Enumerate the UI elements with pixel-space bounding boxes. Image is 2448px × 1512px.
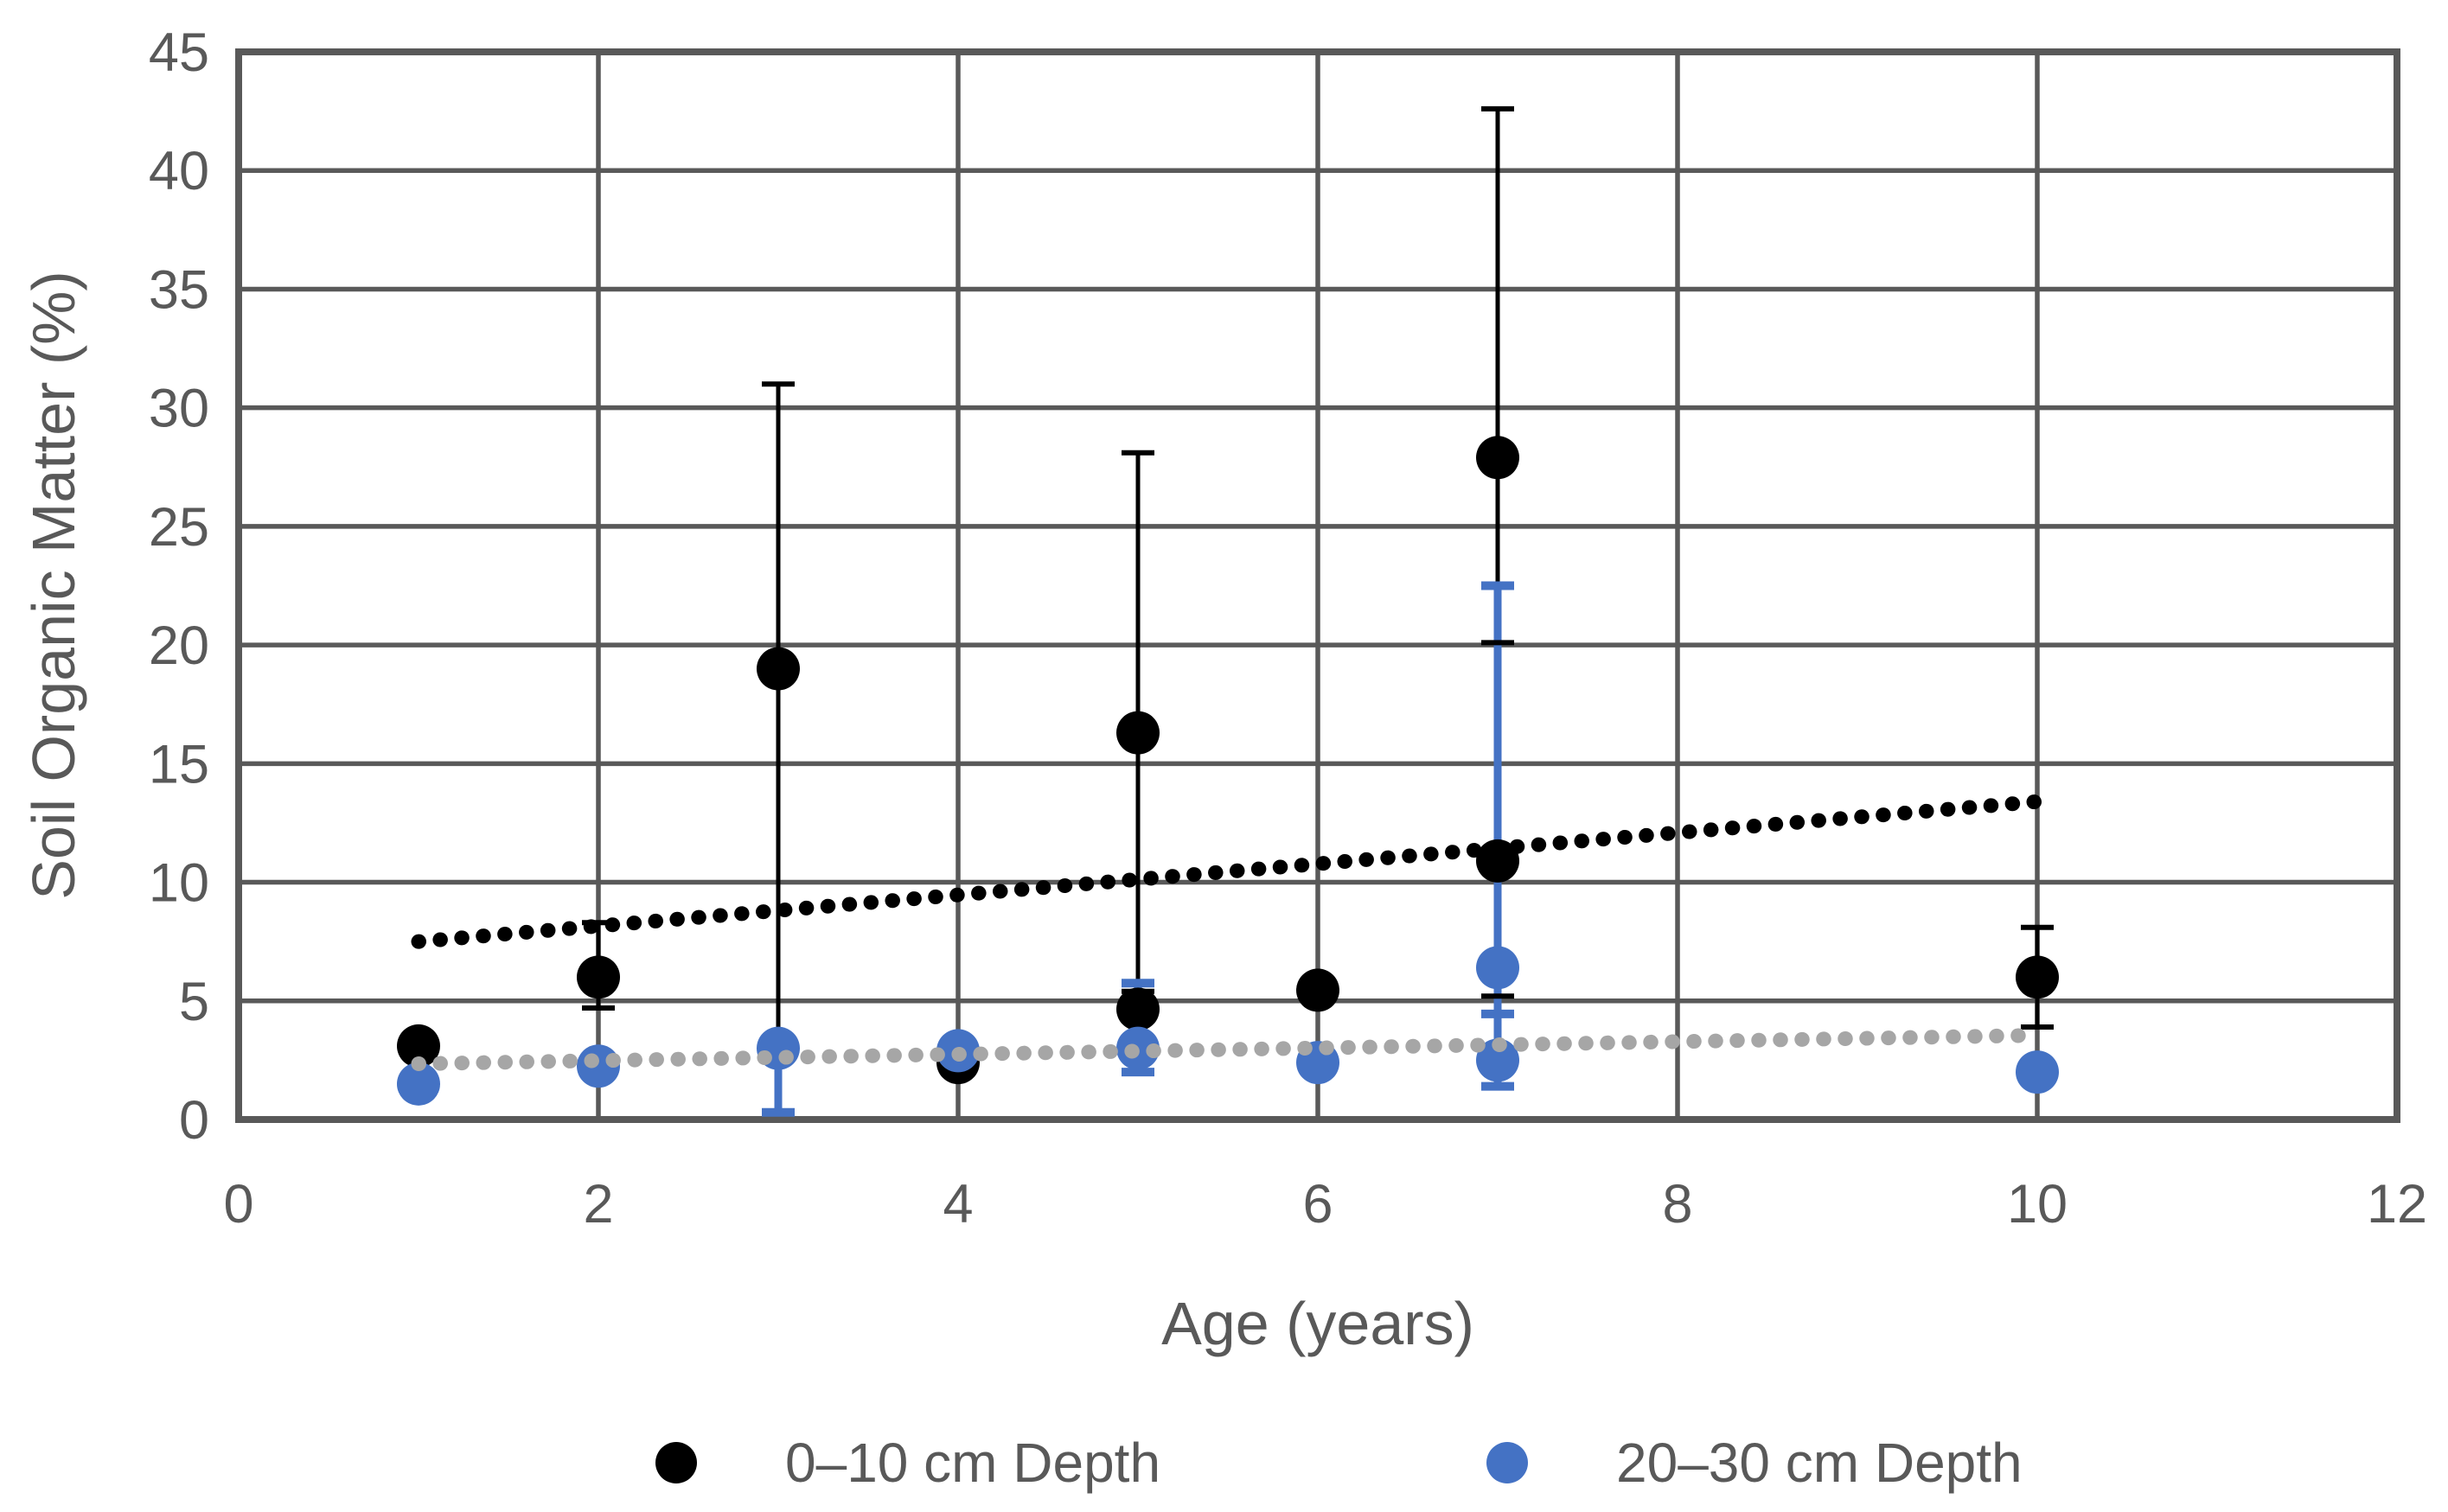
- x-tick-label: 4: [943, 1174, 973, 1234]
- legend-label-0-10cm: 0–10 cm Depth: [785, 1432, 1161, 1494]
- x-tick-label: 12: [2367, 1174, 2427, 1234]
- x-tick-label: 2: [583, 1174, 613, 1234]
- y-tick-label: 25: [149, 497, 209, 558]
- x-axis-title: Age (years): [1161, 1290, 1474, 1357]
- plot-frame: [235, 48, 2400, 1123]
- y-tick-label: 5: [179, 972, 209, 1032]
- trendline-0-10cm: [411, 794, 2045, 949]
- y-tick-label: 15: [149, 734, 209, 794]
- legend-item-0-10cm: 0–10 cm Depth: [655, 1431, 1160, 1495]
- legend-marker-0-10cm-icon: [655, 1442, 697, 1483]
- data-point-0-10cm: [577, 955, 620, 999]
- y-tick-label: 35: [149, 259, 209, 320]
- y-tick-label: 10: [149, 853, 209, 914]
- y-axis-title: Soil Organic Matter (%): [20, 271, 87, 900]
- x-tick-label: 10: [2007, 1174, 2068, 1234]
- y-tick-label: 40: [149, 141, 209, 201]
- data-point-20-30cm: [1476, 946, 1519, 990]
- x-tick-label: 6: [1302, 1174, 1333, 1234]
- data-point-0-10cm: [1476, 436, 1519, 480]
- data-point-20-30cm: [397, 1062, 440, 1106]
- data-point-20-30cm: [1476, 1038, 1519, 1082]
- x-tick-label: 0: [223, 1174, 253, 1234]
- data-point-0-10cm: [757, 647, 800, 691]
- data-point-0-10cm: [1476, 839, 1519, 883]
- y-tick-label: 45: [149, 22, 209, 83]
- y-tick-label: 30: [149, 379, 209, 439]
- x-tick-label: 8: [1662, 1174, 1692, 1234]
- data-point-0-10cm: [1116, 987, 1160, 1031]
- data-point-0-10cm: [397, 1024, 440, 1068]
- data-point-0-10cm: [2016, 955, 2059, 999]
- trendline-20-30cm: [411, 1028, 2045, 1072]
- data-point-0-10cm: [1116, 711, 1160, 755]
- y-tick-label: 20: [149, 616, 209, 676]
- legend-item-20-30cm: 20–30 cm Depth: [1486, 1431, 2023, 1495]
- data-point-20-30cm: [2016, 1050, 2059, 1094]
- legend-marker-20-30cm-icon: [1486, 1442, 1528, 1483]
- data-point-0-10cm: [1296, 968, 1339, 1012]
- y-tick-label: 0: [179, 1090, 209, 1151]
- legend-label-20-30cm: 20–30 cm Depth: [1616, 1432, 2023, 1494]
